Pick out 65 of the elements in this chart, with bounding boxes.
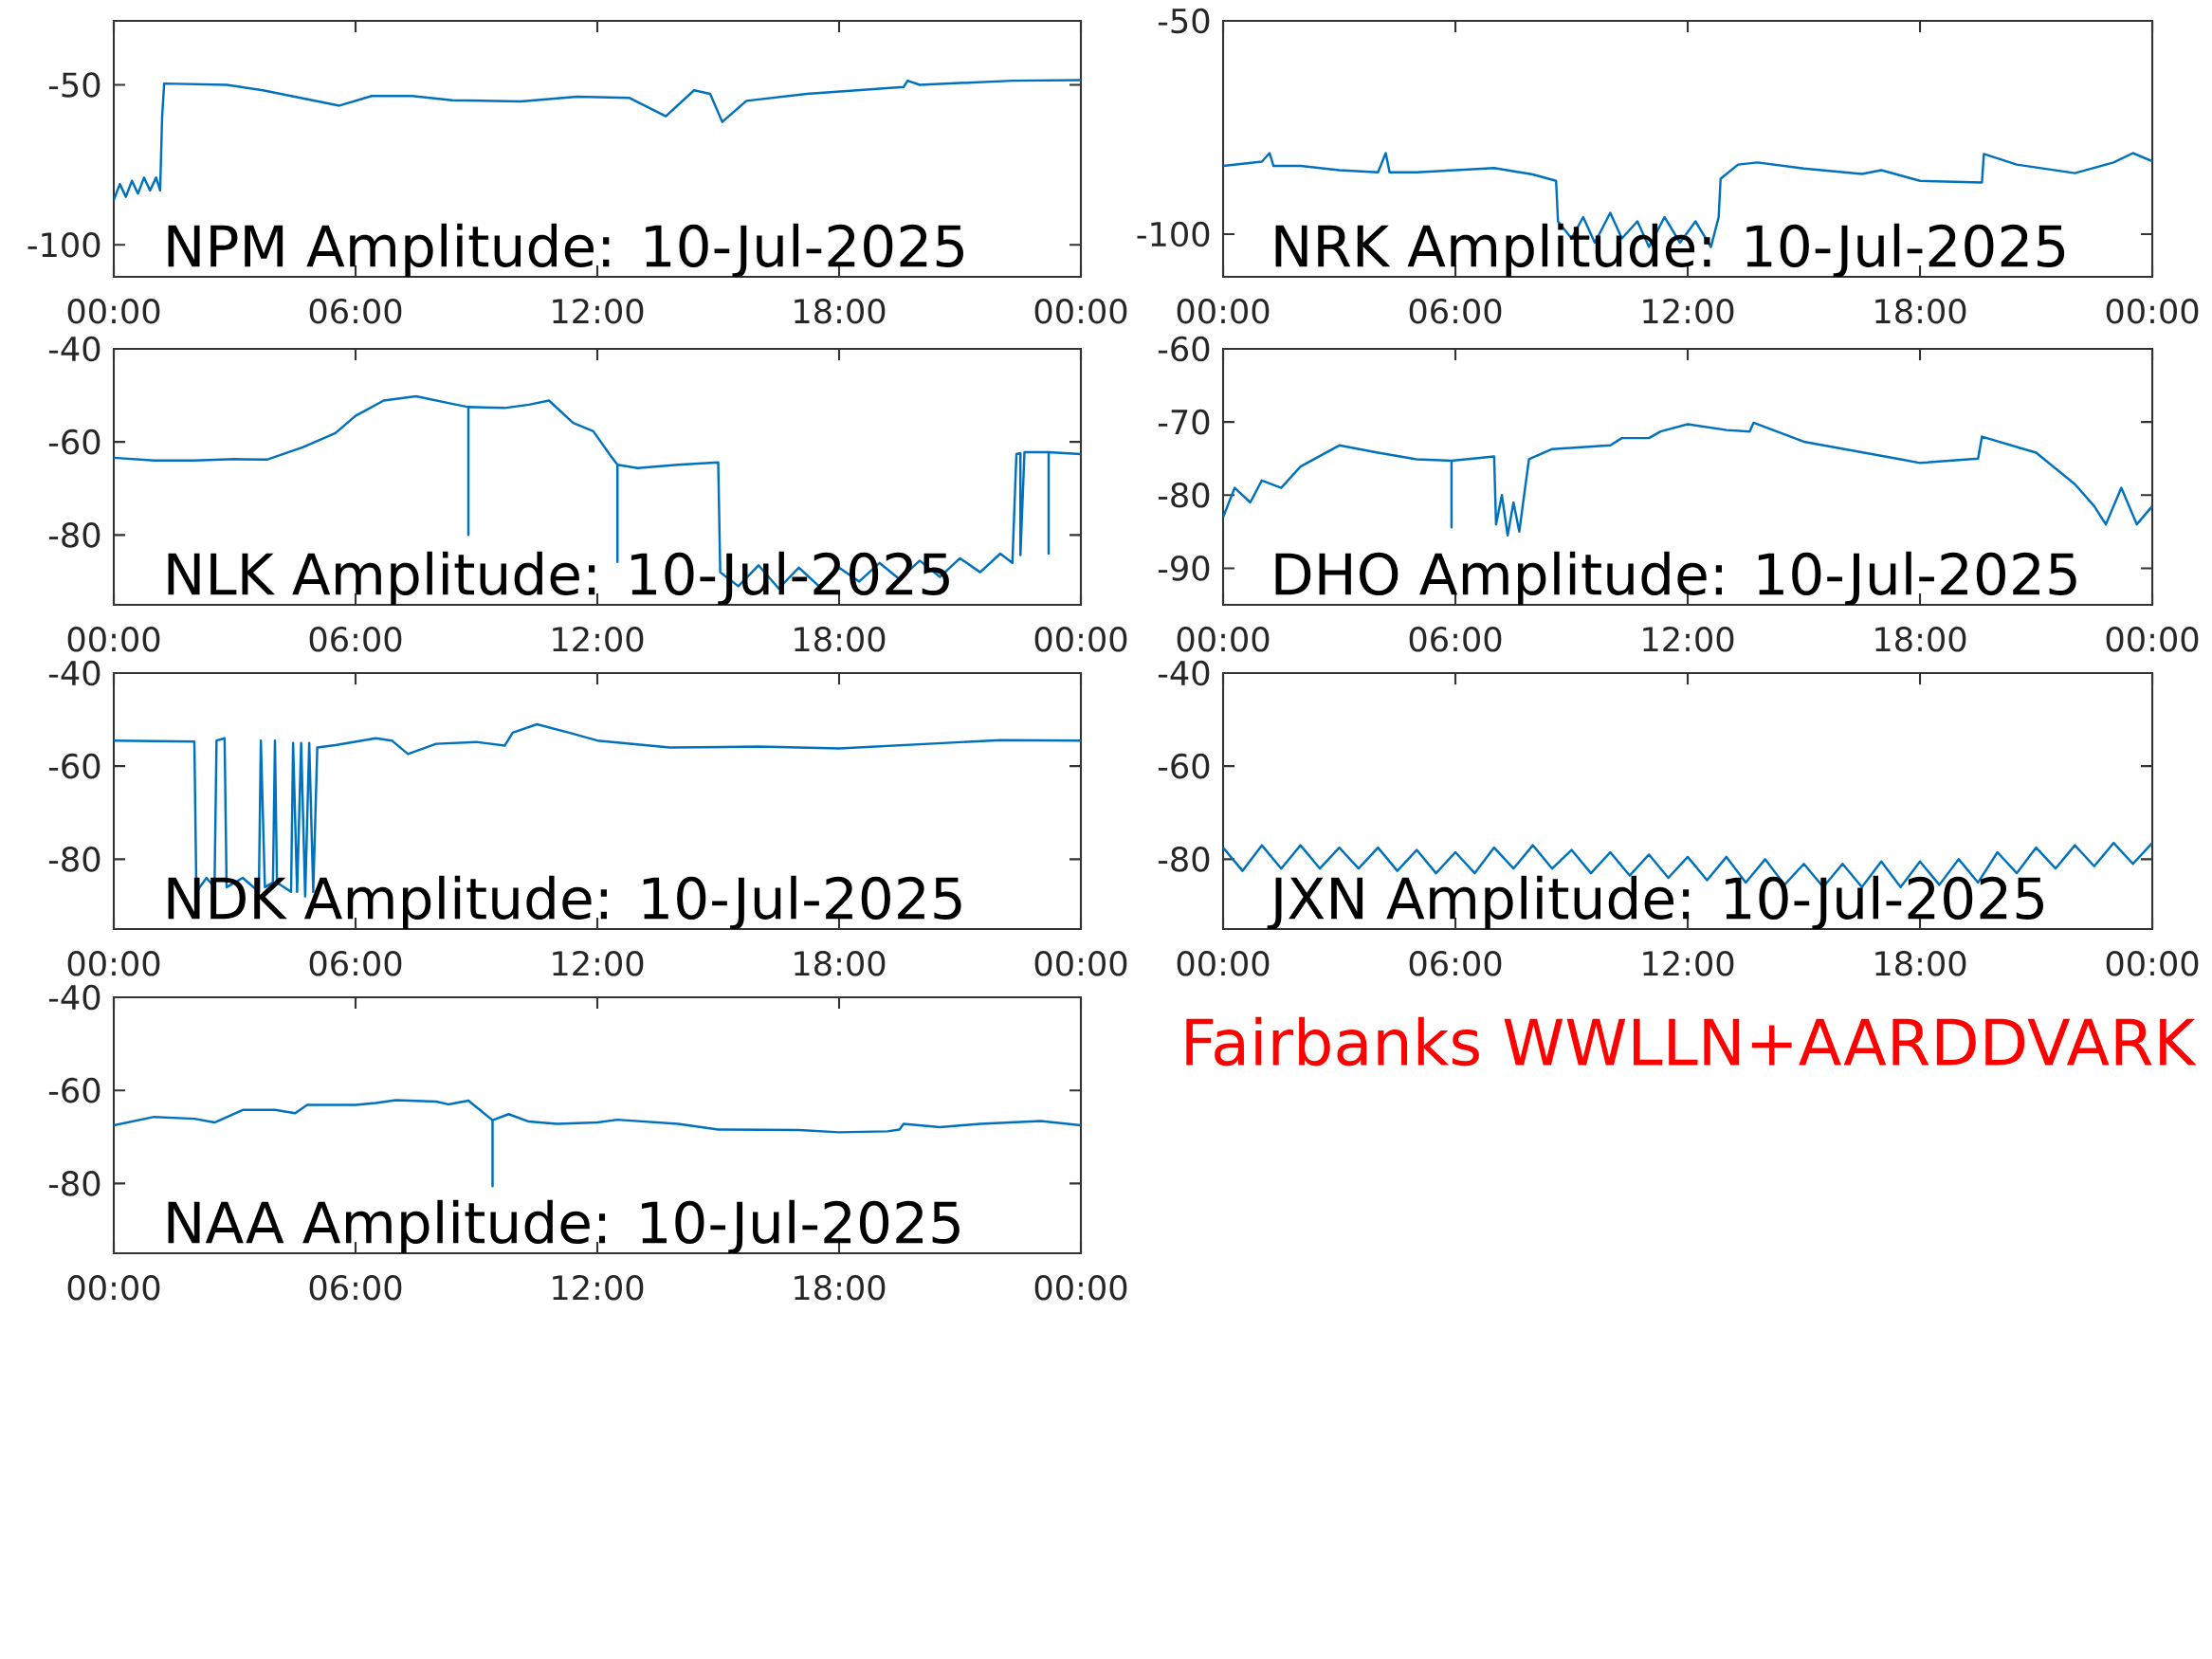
x-tick-label: 12:00 <box>1643 626 1734 652</box>
x-tick-label: 18:00 <box>795 950 886 976</box>
x-tick-label: 18:00 <box>1875 626 1966 652</box>
text: Fairbanks WWLLN+AARDDVARK <box>1186 1016 2197 1066</box>
x-tick-label: 12:00 <box>553 950 644 976</box>
text: DHO Amplitude: 10-Jul-2025 <box>1275 551 2076 607</box>
y-tick-label: -100 <box>27 231 101 258</box>
line-series <box>114 79 1081 202</box>
x-tick-label: 00:00 <box>67 298 160 324</box>
x-tick-label: 12:00 <box>1643 950 1734 976</box>
y-tick-label: -90 <box>1158 556 1210 581</box>
y-tick-label: -70 <box>1158 409 1210 435</box>
text: JXN Amplitude: 10-Jul-2025 <box>1267 875 2043 931</box>
x-tick-label: 06:00 <box>309 950 402 976</box>
y-tick-label: -80 <box>48 847 101 872</box>
x-tick-label: 00:00 <box>1177 950 1270 976</box>
x-tick-label: 18:00 <box>795 626 886 652</box>
text: NAA Amplitude: 10-Jul-2025 <box>168 1199 960 1255</box>
y-tick-label: -50 <box>48 72 101 98</box>
x-tick-label: 12:00 <box>553 1274 644 1301</box>
x-tick-label: 18:00 <box>1875 950 1966 976</box>
y-tick-label: -50 <box>1158 8 1210 34</box>
y-tick-label: -80 <box>1158 847 1210 872</box>
y-tick-label: -60 <box>1158 336 1210 362</box>
line-series <box>114 1099 1081 1188</box>
x-tick-label: 06:00 <box>309 626 402 652</box>
x-tick-label: 00:00 <box>1177 626 1270 652</box>
x-tick-label: 00:00 <box>67 626 160 652</box>
x-tick-label: 00:00 <box>1034 950 1127 976</box>
y-tick-label: -60 <box>48 753 101 779</box>
x-tick-label: 12:00 <box>553 626 644 652</box>
line-series <box>1223 421 2153 537</box>
y-tick-label: -100 <box>1137 221 1210 247</box>
y-tick-label: -60 <box>48 428 101 455</box>
x-tick-label: 12:00 <box>553 298 644 324</box>
x-tick-label: 18:00 <box>795 298 886 324</box>
x-tick-label: 00:00 <box>1034 298 1127 324</box>
x-tick-label: 18:00 <box>1875 298 1966 324</box>
text: NPM Amplitude: 10-Jul-2025 <box>168 223 964 279</box>
x-tick-label: 06:00 <box>309 298 402 324</box>
x-tick-label: 00:00 <box>2106 626 2199 652</box>
x-tick-label: 12:00 <box>1643 298 1734 324</box>
x-tick-label: 00:00 <box>2106 950 2199 976</box>
y-tick-label: -40 <box>48 660 101 686</box>
x-tick-label: 00:00 <box>67 950 160 976</box>
y-tick-label: -80 <box>1158 482 1210 508</box>
y-tick-label: -60 <box>48 1077 101 1103</box>
y-tick-label: -80 <box>48 522 101 548</box>
y-tick-label: -60 <box>1158 753 1210 779</box>
x-tick-label: 06:00 <box>1409 626 1502 652</box>
y-tick-label: -40 <box>48 336 101 362</box>
x-tick-label: 06:00 <box>1409 298 1502 324</box>
text: NDK Amplitude: 10-Jul-2025 <box>168 875 961 931</box>
y-tick-label: -80 <box>48 1171 101 1196</box>
x-tick-label: 00:00 <box>1177 298 1270 324</box>
x-tick-label: 00:00 <box>1034 626 1127 652</box>
x-tick-label: 06:00 <box>309 1274 402 1301</box>
x-tick-label: 00:00 <box>2106 298 2199 324</box>
x-tick-label: 06:00 <box>1409 950 1502 976</box>
y-tick-label: -40 <box>1158 660 1210 686</box>
y-tick-label: -40 <box>48 984 101 1011</box>
text: NRK Amplitude: 10-Jul-2025 <box>1275 223 2065 279</box>
x-tick-label: 18:00 <box>795 1274 886 1301</box>
x-tick-label: 00:00 <box>1034 1274 1127 1301</box>
x-tick-label: 00:00 <box>67 1274 160 1301</box>
